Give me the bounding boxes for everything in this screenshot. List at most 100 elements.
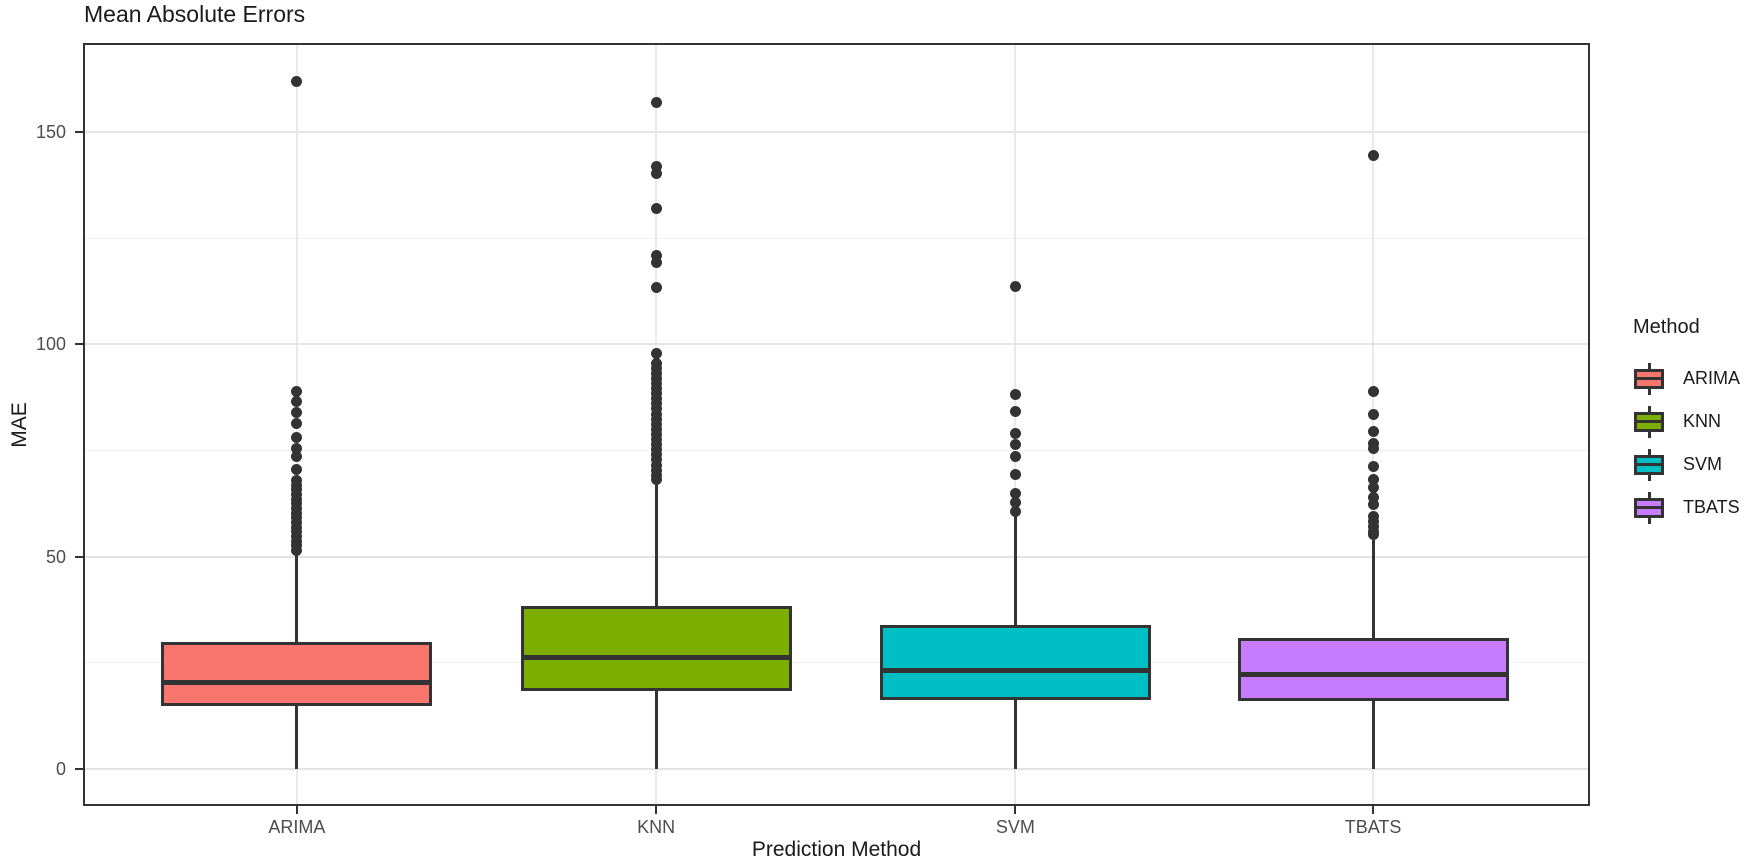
- outlier-point: [1367, 149, 1379, 161]
- legend-entry: KNN: [1631, 400, 1757, 443]
- lower-whisker: [1371, 701, 1375, 770]
- outlier-point: [650, 167, 662, 179]
- outlier-point: [291, 385, 303, 397]
- outlier-point: [1367, 482, 1379, 494]
- minor-gridline: [85, 662, 1588, 664]
- minor-gridline: [85, 237, 1588, 239]
- y-axis-title: MAE: [8, 401, 32, 448]
- x-tick-mark: [1372, 806, 1375, 814]
- legend-label: SVM: [1683, 454, 1723, 474]
- outlier-point: [650, 160, 662, 172]
- outlier-point: [1367, 474, 1379, 485]
- legend-key-boxplot-icon: [1631, 404, 1667, 440]
- x-tick-mark: [295, 806, 298, 814]
- legend: Method ARIMA KNN SVM TBATS: [1631, 316, 1757, 529]
- box: [520, 606, 792, 692]
- outlier-point: [291, 417, 303, 429]
- y-axis-title-wrap: MAE: [0, 43, 40, 806]
- outlier-point: [1009, 389, 1021, 401]
- outlier-point: [1367, 442, 1379, 454]
- y-tick-mark: [75, 768, 83, 771]
- x-tick-label: SVM: [995, 817, 1035, 837]
- legend-key-median: [1634, 463, 1664, 466]
- legend-label: KNN: [1683, 411, 1722, 431]
- outlier-point: [291, 451, 303, 463]
- major-gridline: [85, 131, 1588, 134]
- x-axis-title: Prediction Method: [751, 838, 922, 861]
- outlier-point: [650, 282, 662, 294]
- outlier-point: [1009, 427, 1021, 439]
- lower-whisker: [1013, 699, 1017, 770]
- y-tick-label: 150: [35, 122, 66, 143]
- x-tick-label: KNN: [637, 817, 676, 837]
- upper-whisker: [1371, 539, 1375, 638]
- category-gridline: [1014, 45, 1017, 804]
- y-tick-label: 100: [35, 334, 66, 355]
- outlier-point: [1009, 451, 1021, 463]
- outlier-point: [1367, 510, 1379, 522]
- outlier-point: [1009, 487, 1021, 499]
- outlier-point: [650, 256, 662, 268]
- upper-whisker: [654, 480, 658, 607]
- outlier-point: [291, 544, 303, 556]
- median-line: [1240, 671, 1506, 677]
- y-tick-label: 50: [45, 546, 66, 567]
- minor-gridline: [85, 450, 1588, 452]
- outlier-point: [1367, 460, 1379, 472]
- chart-title: Mean Absolute Errors: [84, 1, 306, 27]
- x-tick-label: TBATS: [1344, 817, 1402, 837]
- plot-area: [85, 45, 1588, 804]
- outlier-point: [650, 203, 662, 215]
- legend-entry: SVM: [1631, 443, 1757, 486]
- upper-whisker: [1013, 514, 1017, 625]
- legend-key-boxplot-icon: [1631, 361, 1667, 397]
- outlier-point: [1009, 281, 1021, 293]
- y-tick-mark: [75, 555, 83, 558]
- median-line: [523, 654, 789, 660]
- outlier-point: [291, 442, 303, 454]
- legend-key-boxplot-icon: [1631, 447, 1667, 483]
- outlier-point: [1367, 492, 1379, 504]
- legend-entries: ARIMA KNN SVM TBATS: [1631, 357, 1757, 529]
- x-tick-mark: [1014, 806, 1017, 814]
- outlier-point: [650, 348, 662, 360]
- outlier-point: [1009, 497, 1021, 509]
- outlier-point: [1009, 439, 1021, 451]
- x-tick-label: ARIMA: [268, 817, 326, 837]
- legend-key-median: [1634, 420, 1664, 423]
- median-line: [164, 680, 430, 686]
- x-tick-mark: [655, 806, 658, 814]
- legend-key-median: [1634, 506, 1664, 509]
- median-line: [882, 667, 1148, 673]
- outlier-point: [291, 432, 303, 444]
- legend-label: TBATS: [1683, 497, 1740, 517]
- outlier-point: [291, 406, 303, 418]
- major-gridline: [85, 343, 1588, 346]
- y-tick-mark: [75, 131, 83, 134]
- plot-panel: [83, 43, 1590, 806]
- outlier-point: [1009, 505, 1021, 517]
- box: [161, 641, 433, 707]
- legend-key-median: [1634, 377, 1664, 380]
- outlier-point: [1367, 409, 1379, 421]
- outlier-point: [1009, 469, 1021, 481]
- legend-title: Method: [1633, 316, 1700, 338]
- category-gridline: [1372, 45, 1375, 804]
- major-gridline: [85, 768, 1588, 771]
- major-gridline: [85, 555, 1588, 558]
- outlier-point: [1367, 426, 1379, 437]
- lower-whisker: [295, 706, 299, 770]
- y-tick-label: 0: [55, 759, 66, 780]
- legend-entry: TBATS: [1631, 486, 1757, 529]
- outlier-point: [291, 76, 303, 88]
- legend-entry: ARIMA: [1631, 357, 1757, 400]
- lower-whisker: [654, 691, 658, 770]
- outlier-point: [1009, 406, 1021, 418]
- outlier-point: [1367, 529, 1379, 541]
- legend-key-boxplot-icon: [1631, 490, 1667, 526]
- outlier-point: [291, 396, 303, 408]
- upper-whisker: [295, 552, 299, 642]
- outlier-point: [650, 96, 662, 108]
- outlier-point: [650, 474, 662, 485]
